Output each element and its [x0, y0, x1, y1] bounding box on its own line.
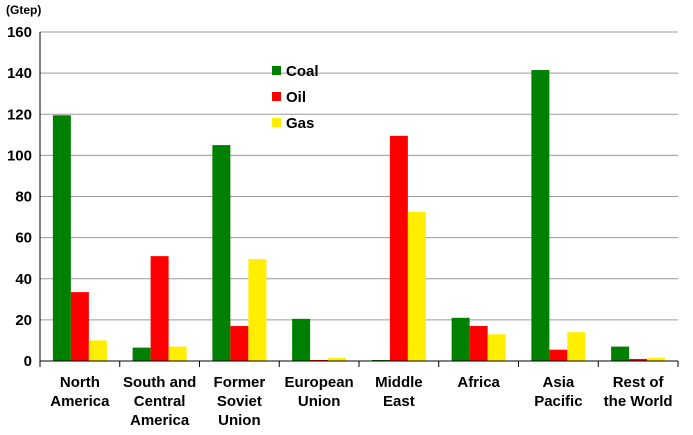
- x-category-label: East: [383, 393, 415, 410]
- bar-oil: [389, 135, 408, 361]
- x-category-label: Union: [218, 412, 261, 429]
- x-category-label: Rest of: [613, 374, 665, 391]
- bar-coal: [292, 318, 311, 361]
- x-category-label: the World: [604, 393, 673, 410]
- x-category-label: South and: [123, 374, 196, 391]
- x-axis-categories: North America South and Central America Forme…: [50, 374, 672, 429]
- x-category-label: Africa: [457, 374, 500, 391]
- y-tick-label: 40: [15, 271, 32, 288]
- y-tick-label: 80: [15, 189, 32, 206]
- bar-coal: [531, 70, 550, 362]
- y-axis-unit-label: (Gtep): [6, 3, 41, 17]
- bar-gas: [248, 259, 267, 361]
- bar-gas: [328, 357, 347, 361]
- bar-oil: [629, 358, 648, 361]
- y-tick-label: 20: [15, 312, 32, 329]
- bar-coal: [132, 347, 151, 361]
- bar-oil: [310, 359, 329, 361]
- axes: [39, 32, 679, 367]
- y-tick-label: 160: [7, 24, 32, 41]
- x-category-label: Former: [214, 374, 266, 391]
- bar-oil: [469, 326, 488, 361]
- x-category-label: Union: [298, 393, 341, 410]
- oil-legend-label: Oil: [286, 89, 306, 106]
- y-tick-label: 60: [15, 230, 32, 247]
- x-category-label: Soviet: [217, 393, 262, 410]
- x-category-label: European: [285, 374, 354, 391]
- x-category-label: Middle: [375, 374, 423, 391]
- y-tick-label: 140: [7, 65, 32, 82]
- y-axis-ticks: 0 20 40 60 80 100 120 140 160: [7, 24, 32, 370]
- x-category-label: America: [50, 393, 110, 410]
- coal-legend-swatch: [272, 66, 281, 75]
- bar-gas: [647, 357, 666, 361]
- bar-gas: [168, 346, 187, 361]
- legend: Coal Oil Gas: [272, 63, 319, 132]
- bar-oil: [549, 349, 568, 361]
- bar-coal: [212, 145, 231, 361]
- bars: [52, 70, 666, 362]
- bar-oil: [150, 256, 169, 361]
- y-tick-label: 120: [7, 106, 32, 123]
- bar-oil: [230, 326, 249, 361]
- coal-legend-label: Coal: [286, 63, 319, 80]
- bar-gas: [487, 334, 506, 361]
- x-category-label: Asia: [543, 374, 575, 391]
- x-category-label: Pacific: [534, 393, 582, 410]
- bar-coal: [52, 115, 71, 361]
- gridlines: [40, 31, 678, 321]
- bar-coal: [371, 359, 390, 361]
- y-tick-label: 100: [7, 147, 32, 164]
- bar-gas: [407, 211, 426, 361]
- gas-legend-label: Gas: [286, 115, 314, 132]
- bar-gas: [567, 332, 586, 361]
- x-category-label: North: [60, 374, 100, 391]
- bar-coal: [451, 317, 470, 361]
- bar-gas: [88, 340, 107, 361]
- x-category-label: Central: [134, 393, 186, 410]
- gas-legend-swatch: [272, 118, 281, 127]
- oil-legend-swatch: [272, 92, 281, 101]
- bar-coal: [611, 346, 630, 361]
- bar-oil: [70, 292, 89, 361]
- x-category-label: America: [130, 412, 190, 429]
- y-tick-label: 0: [24, 353, 32, 370]
